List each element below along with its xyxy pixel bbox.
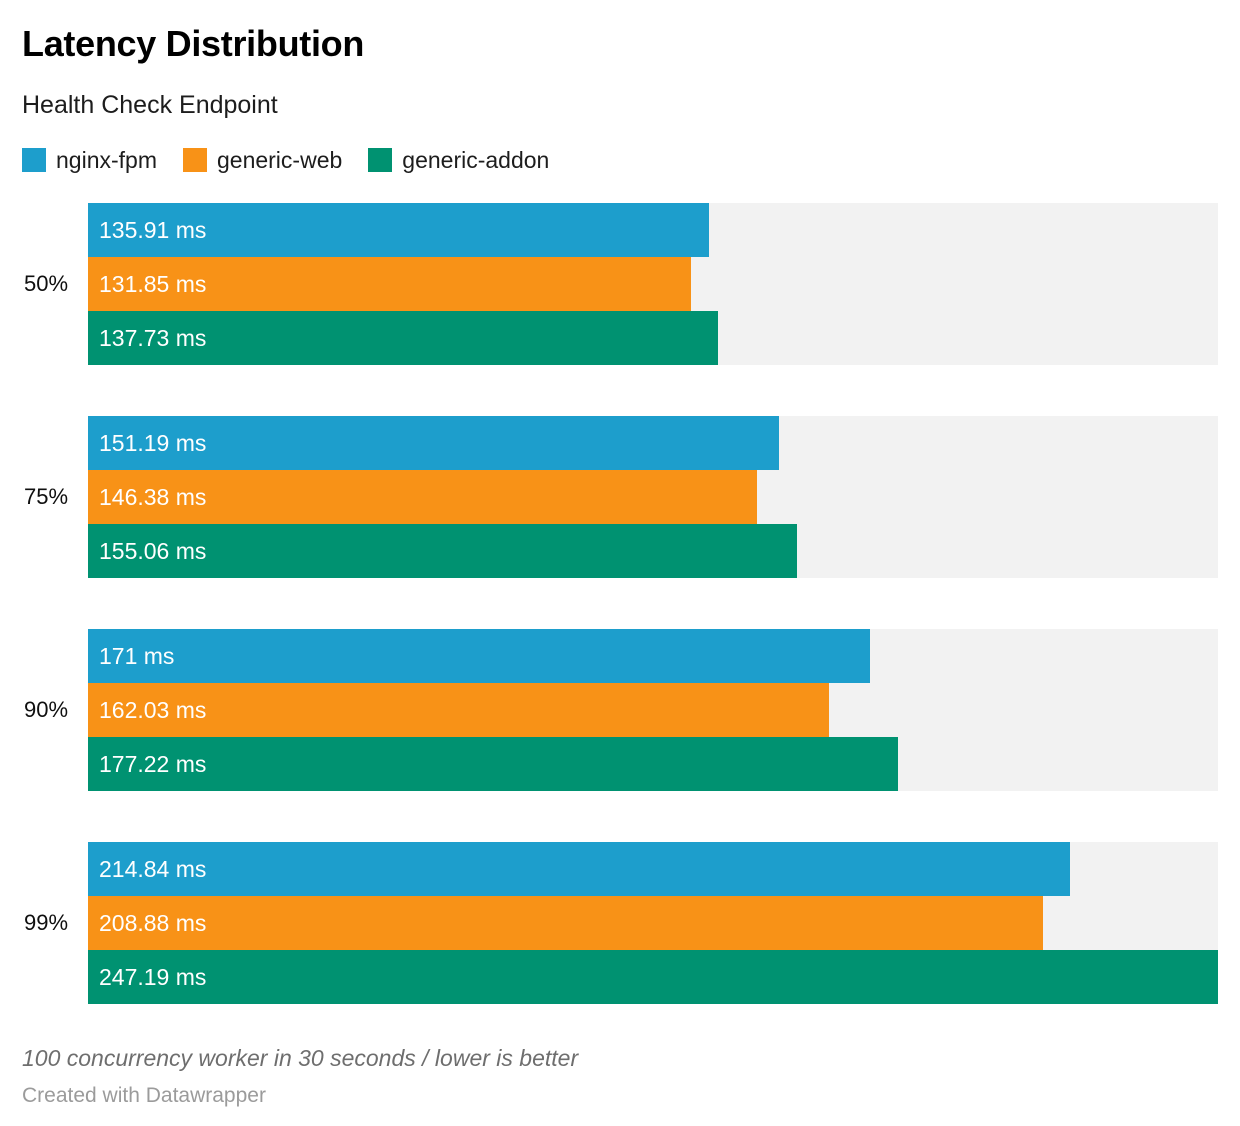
bar-track: 135.91 ms 131.85 ms 137.73 ms	[88, 203, 1218, 365]
bar-track: 151.19 ms 146.38 ms 155.06 ms	[88, 416, 1218, 578]
bar-generic-addon: 177.22 ms	[88, 737, 899, 791]
category-label: 50%	[24, 271, 69, 296]
category-label: 99%	[24, 910, 69, 935]
value-label: 151.19 ms	[99, 429, 207, 456]
bar-nginx-fpm: 171 ms	[88, 629, 870, 683]
legend-label: nginx-fpm	[56, 147, 157, 173]
legend-item-generic-web: generic-web	[182, 147, 343, 173]
legend-swatch-icon	[22, 148, 46, 172]
datawrapper-credit: Created with Datawrapper	[22, 1084, 266, 1107]
chart-subtitle: Health Check Endpoint	[22, 91, 278, 119]
category-label: 75%	[24, 484, 69, 509]
bar-track: 171 ms 162.03 ms 177.22 ms	[88, 629, 1218, 791]
bar-generic-web: 208.88 ms	[88, 896, 1043, 950]
bar-nginx-fpm: 151.19 ms	[88, 416, 780, 470]
bar-generic-web: 146.38 ms	[88, 470, 758, 524]
value-label: 214.84 ms	[99, 855, 207, 882]
value-label: 135.91 ms	[99, 216, 207, 243]
bar-group-90%: 90% 171 ms 162.03 ms 177.22 ms	[22, 629, 1218, 791]
legend-item-generic-addon: generic-addon	[368, 148, 549, 172]
bar-generic-web: 131.85 ms	[88, 257, 691, 311]
value-label: 247.19 ms	[99, 963, 207, 990]
chart-title: Latency Distribution	[22, 23, 365, 64]
value-label: 171 ms	[99, 642, 175, 669]
legend-label: generic-web	[216, 147, 343, 173]
legend: nginx-fpm generic-web generic-addon	[22, 148, 1218, 172]
bar-generic-addon: 155.06 ms	[88, 524, 797, 578]
chart-footnote: 100 concurrency worker in 30 seconds / l…	[22, 1045, 579, 1071]
bar-group-75%: 75% 151.19 ms 146.38 ms 155.06 ms	[22, 416, 1218, 578]
bar-group-50%: 50% 135.91 ms 131.85 ms 137.73 ms	[22, 203, 1218, 365]
value-label: 146.38 ms	[99, 483, 207, 510]
bar-nginx-fpm: 135.91 ms	[88, 203, 710, 257]
bar-generic-addon: 247.19 ms	[88, 950, 1218, 1004]
value-label: 131.85 ms	[99, 270, 207, 297]
category-label: 90%	[24, 697, 69, 722]
value-label: 137.73 ms	[99, 324, 207, 351]
value-label: 208.88 ms	[99, 909, 207, 936]
legend-swatch-icon	[182, 148, 207, 172]
bar-chart: 50% 135.91 ms 131.85 ms 137.73 ms 75% 151.19 …	[22, 203, 1218, 1004]
bar-track: 214.84 ms 208.88 ms 247.19 ms	[88, 842, 1218, 1004]
value-label: 155.06 ms	[99, 537, 207, 564]
bar-group-99%: 99% 214.84 ms 208.88 ms 247.19 ms	[22, 842, 1218, 1004]
legend-label: generic-addon	[402, 147, 550, 173]
bar-generic-web: 162.03 ms	[88, 683, 829, 737]
bar-nginx-fpm: 214.84 ms	[88, 842, 1071, 896]
value-label: 162.03 ms	[99, 696, 207, 723]
value-label: 177.22 ms	[99, 750, 207, 777]
bar-generic-addon: 137.73 ms	[88, 311, 718, 365]
legend-swatch-icon	[368, 148, 393, 172]
legend-item-nginx-fpm: nginx-fpm	[22, 148, 157, 172]
